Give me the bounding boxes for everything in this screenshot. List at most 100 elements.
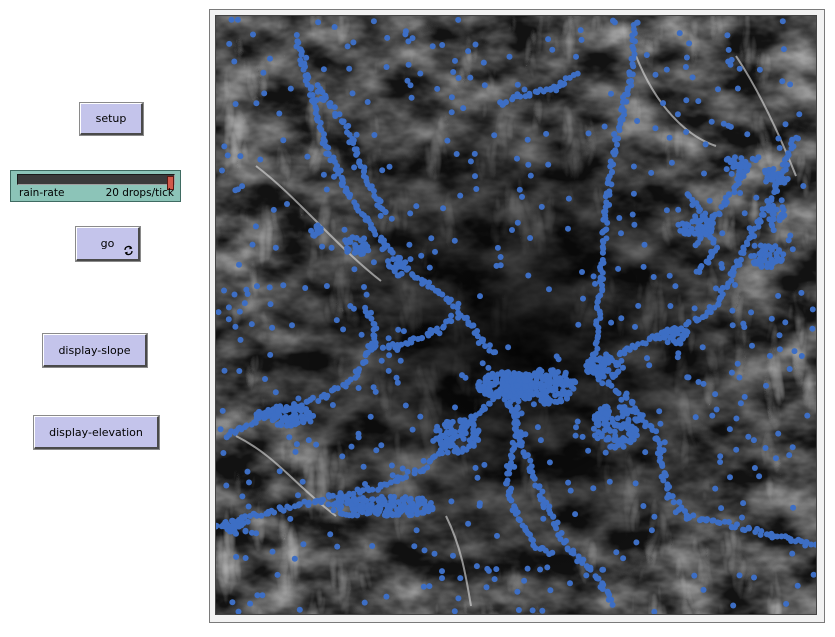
slider-handle[interactable] [167,176,174,190]
raindrop [588,359,595,366]
setup-button[interactable]: setup [80,103,143,135]
raindrop [388,510,395,517]
raindrop [339,510,346,517]
raindrop [569,378,576,385]
raindrop [639,340,646,346]
raindrop [261,90,268,97]
go-button[interactable]: go [76,227,140,261]
raindrop [364,99,371,105]
raindrop [718,203,725,210]
raindrop [641,241,648,248]
raindrop [371,132,378,138]
raindrop [618,230,624,237]
raindrop [601,427,608,434]
raindrop [343,123,350,130]
raindrop [243,422,250,429]
raindrop [600,359,607,366]
raindrop [666,134,673,141]
display-slope-button[interactable]: display-slope [43,334,147,367]
raindrop [436,330,443,337]
raindrop [555,356,562,363]
raindrop [301,498,308,505]
raindrop [682,328,689,335]
raindrop [534,371,541,378]
raindrop [298,51,305,58]
raindrop [607,443,614,450]
raindrop [260,69,267,76]
raindrop [728,56,735,63]
raindrop [505,344,512,351]
raindrop [557,536,564,542]
raindrop [295,395,302,402]
raindrop [423,504,430,511]
raindrop [457,575,464,582]
raindrop [327,103,333,110]
raindrop [540,501,547,508]
raindrop [253,283,260,290]
raindrop [580,556,587,563]
raindrop [789,246,796,253]
raindrop [667,303,674,309]
raindrop [443,429,450,436]
raindrop [718,505,725,512]
raindrop [480,59,487,66]
raindrop [359,248,366,255]
raindrop [395,499,402,506]
raindrop [455,16,462,23]
raindrop [736,572,743,579]
raindrop [353,131,360,138]
raindrop [689,196,696,203]
raindrop [405,265,412,272]
raindrop [352,242,359,248]
raindrop [370,326,377,333]
raindrop [620,555,627,562]
raindrop [796,111,803,118]
raindrop [249,241,256,248]
raindrop [706,197,713,204]
raindrop [798,538,805,545]
raindrop [476,502,483,509]
raindrop [306,416,313,422]
raindrop [682,64,689,70]
raindrop [406,512,413,519]
raindrop [737,163,744,170]
raindrop [497,262,504,269]
rain-rate-slider[interactable]: rain-rate 20 drops/tick [10,170,181,202]
raindrop [407,82,414,89]
raindrop [236,368,243,374]
raindrop [353,202,360,209]
raindrop [775,135,782,142]
raindrop [716,211,723,218]
raindrop [570,550,577,557]
raindrop [388,462,395,469]
raindrop [606,591,613,598]
raindrop [632,480,639,487]
raindrop [344,248,351,255]
raindrop [293,32,300,38]
raindrop [544,564,551,571]
raindrop [729,307,736,314]
raindrop [610,17,616,24]
raindrop [414,274,421,281]
raindrop [702,141,709,148]
raindrop [652,71,659,78]
raindrop [334,385,341,392]
raindrop [659,463,666,469]
raindrop [800,183,807,189]
raindrop [429,506,436,513]
raindrop [309,92,316,98]
raindrop [615,390,622,397]
world-view[interactable] [215,15,817,615]
raindrop [732,282,738,288]
display-elevation-button[interactable]: display-elevation [34,416,159,449]
raindrop [599,566,606,573]
raindrop [395,326,402,333]
raindrop [630,190,637,197]
raindrop [595,422,602,429]
slider-track[interactable] [17,174,175,190]
raindrop [717,459,724,465]
raindrop [562,369,569,376]
raindrop [785,237,792,244]
raindrop [745,524,752,531]
raindrop [692,414,699,421]
